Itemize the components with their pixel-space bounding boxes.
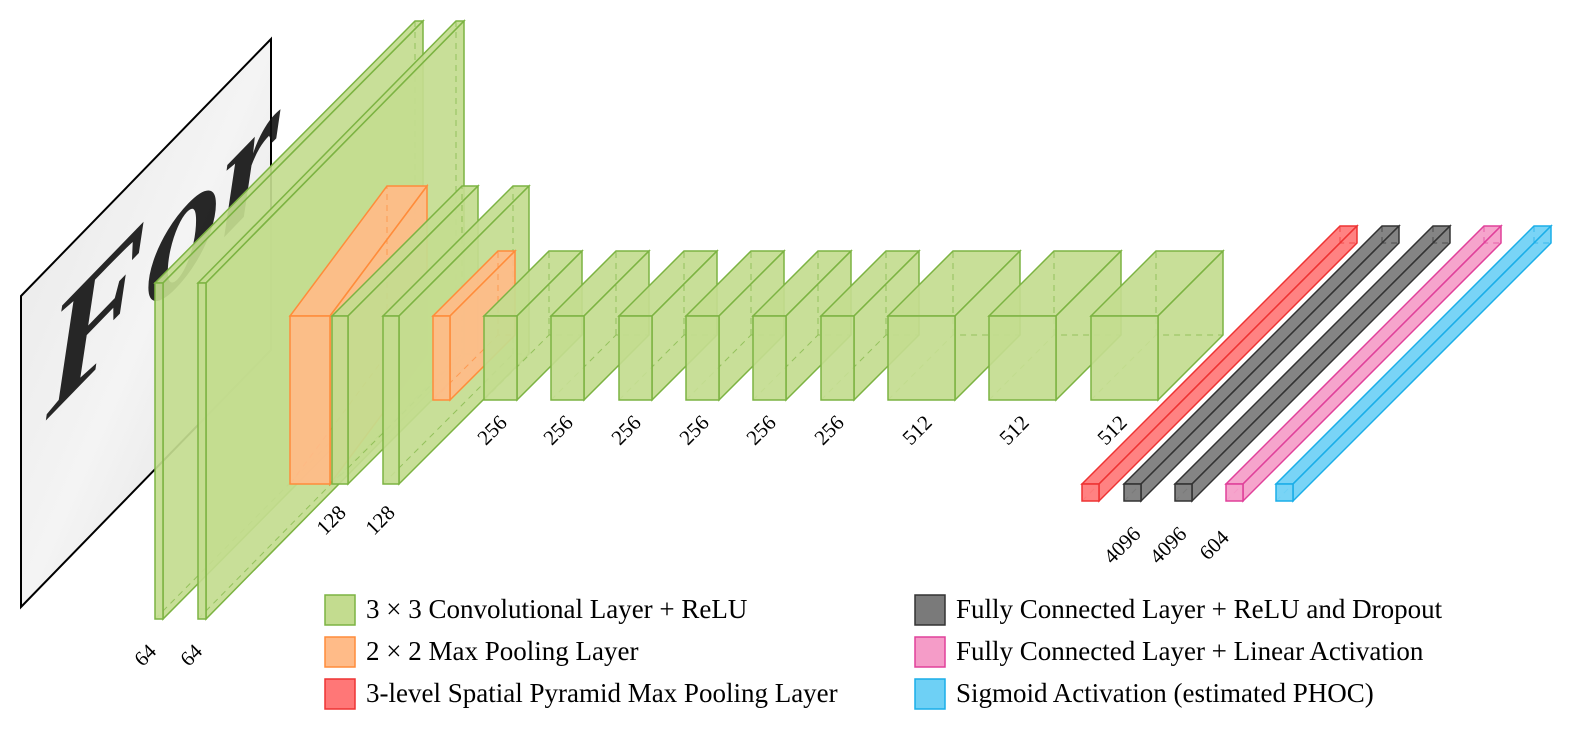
legend-label-pool: 2 × 2 Max Pooling Layer [366, 636, 638, 666]
layer-conv11-front-face [887, 315, 956, 401]
legend-item-fc-relu: Fully Connected Layer + ReLU and Dropout [914, 594, 1443, 626]
layer-pool1-front-face [289, 315, 331, 485]
layer-pool2 [431, 249, 517, 402]
legend-item-pool: 2 × 2 Max Pooling Layer [324, 636, 638, 668]
legend: 3 × 3 Convolutional Layer + ReLU 2 × 2 M… [324, 594, 1443, 710]
layer-conv2-front-face [197, 282, 207, 620]
layer-spp-front-face [1081, 483, 1100, 502]
layer-conv1-label: 64 [129, 639, 161, 671]
layer-conv5-front-face [483, 315, 518, 401]
layer-fc3-label: 604 [1194, 525, 1234, 565]
layer-conv4-front-face [382, 315, 400, 485]
layer-conv10 [819, 249, 921, 402]
layer-conv4-label: 128 [360, 500, 399, 539]
layer-fc1-front-face [1123, 483, 1142, 502]
layer-conv13 [1089, 249, 1225, 402]
layer-fc3-front-face [1225, 483, 1244, 502]
layer-conv8-front-face [685, 315, 720, 401]
legend-swatch-fc-linear [914, 636, 946, 668]
legend-item-conv: 3 × 3 Convolutional Layer + ReLU [324, 594, 747, 626]
layer-spp [1080, 224, 1359, 503]
legend-label-conv: 3 × 3 Convolutional Layer + ReLU [366, 594, 747, 624]
layer-conv12-label: 512 [994, 410, 1033, 449]
layer-conv12-front-face [988, 315, 1057, 401]
legend-swatch-conv [324, 594, 356, 626]
layer-fc2-label: 4096 [1145, 522, 1192, 569]
legend-label-fc-relu: Fully Connected Layer + ReLU and Dropout [956, 594, 1443, 624]
layer-conv7-label: 256 [606, 410, 645, 449]
layer-conv7-front-face [618, 315, 653, 401]
layer-conv10-front-face [820, 315, 855, 401]
layer-pool2-front-face [432, 315, 451, 401]
layer-conv7 [617, 249, 719, 402]
legend-swatch-sigmoid [914, 678, 946, 710]
legend-label-fc-linear: Fully Connected Layer + Linear Activatio… [956, 636, 1424, 666]
legend-item-sigmoid: Sigmoid Activation (estimated PHOC) [914, 678, 1374, 710]
legend-swatch-fc-relu [914, 594, 946, 626]
layer-fc2-front-face [1174, 483, 1193, 502]
layer-conv11 [886, 249, 1022, 402]
layer-conv2-label: 64 [175, 639, 207, 671]
layer-conv11-label: 512 [897, 410, 936, 449]
layer-fc3 [1224, 224, 1503, 503]
layer-conv1-front-face [154, 282, 164, 620]
layer-sigmoid [1274, 224, 1553, 503]
layer-fc1-label: 4096 [1099, 522, 1146, 569]
layer-conv8 [684, 249, 786, 402]
layer-conv8-label: 256 [674, 410, 713, 449]
layer-fc2 [1173, 224, 1452, 503]
legend-label-sigmoid: Sigmoid Activation (estimated PHOC) [956, 678, 1374, 708]
legend-swatch-pool [324, 636, 356, 668]
layer-sigmoid-front-face [1275, 483, 1294, 502]
legend-item-spp: 3-level Spatial Pyramid Max Pooling Laye… [324, 678, 838, 710]
layer-conv9-front-face [752, 315, 787, 401]
layer-conv5-label: 256 [472, 410, 511, 449]
layer-conv5 [482, 249, 584, 402]
legend-swatch-spp [324, 678, 356, 710]
layer-conv6 [549, 249, 651, 402]
layers [153, 19, 1553, 621]
layer-conv13-front-face [1090, 315, 1159, 401]
layer-conv6-label: 256 [538, 410, 577, 449]
legend-item-fc-linear: Fully Connected Layer + Linear Activatio… [914, 636, 1424, 668]
layer-conv12 [987, 249, 1123, 402]
layer-conv6-front-face [550, 315, 585, 401]
layer-conv3-front-face [331, 315, 349, 485]
legend-label-spp: 3-level Spatial Pyramid Max Pooling Laye… [366, 678, 838, 708]
layer-conv9-label: 256 [741, 410, 780, 449]
layer-conv10-label: 256 [809, 410, 848, 449]
layer-fc1 [1122, 224, 1401, 503]
